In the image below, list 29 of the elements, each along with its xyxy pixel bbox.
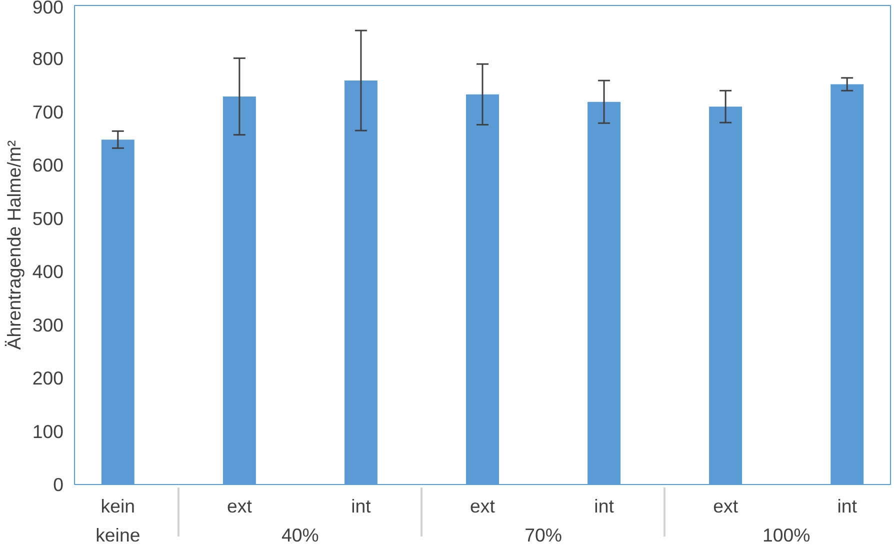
bar <box>466 94 499 484</box>
y-tick-label: 400 <box>32 261 64 282</box>
y-tick-label: 600 <box>32 154 64 176</box>
bar <box>101 140 134 484</box>
y-tick-label: 800 <box>32 48 64 70</box>
x-tick-label: ext <box>713 496 739 516</box>
y-tick-label: 0 <box>53 474 64 495</box>
y-tick-label: 300 <box>32 314 64 336</box>
x-tick-label: kein <box>100 496 136 516</box>
bar <box>588 102 621 484</box>
text: 70% <box>524 524 562 546</box>
bar <box>344 80 378 484</box>
x-tick-label: ext <box>226 496 253 516</box>
text: keine <box>96 524 140 546</box>
y-axis-title: Ährentragende Halme/m² <box>3 140 24 350</box>
y-tick-label: 700 <box>32 101 64 122</box>
x-tick-label: ext <box>470 496 496 516</box>
y-tick-label: 100 <box>32 420 64 442</box>
text: 40% <box>282 524 319 546</box>
y-tick-label: 900 <box>32 0 64 18</box>
x-tick-label: int <box>351 496 372 516</box>
bar <box>222 96 256 484</box>
y-tick-label: 200 <box>32 368 64 389</box>
bar <box>709 106 742 484</box>
x-tick-label: int <box>837 496 858 516</box>
y-tick-label: 500 <box>32 208 64 229</box>
text: 100% <box>762 524 810 546</box>
x-tick-label: int <box>594 496 615 516</box>
bar <box>830 84 864 484</box>
